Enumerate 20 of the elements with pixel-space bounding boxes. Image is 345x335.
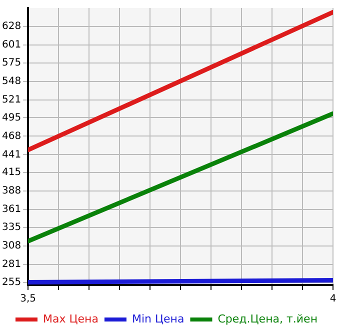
- y-tick-label: 548: [2, 76, 22, 87]
- y-tick-label: 361: [2, 204, 22, 216]
- legend-label: Сред.Цена, т.йен: [218, 312, 318, 326]
- y-tick-label: 575: [2, 57, 22, 68]
- x-tick-label: 3,5: [20, 294, 36, 305]
- x-tick-label: 4: [330, 294, 336, 305]
- y-tick-label: 628: [2, 21, 22, 32]
- y-tick-label: 308: [2, 240, 22, 252]
- y-tick-label: 441: [2, 149, 22, 160]
- y-tick-label: 255: [2, 276, 22, 288]
- y-tick-label: 281: [2, 259, 22, 270]
- y-tick-label: 388: [2, 186, 22, 197]
- y-tick-label: 495: [2, 112, 22, 124]
- y-tick-label: 601: [2, 40, 22, 51]
- y-tick-label: 415: [2, 167, 22, 178]
- y-tick-label: 521: [2, 94, 22, 106]
- y-tick-label: 468: [2, 130, 22, 142]
- legend-label: Min Цена: [132, 312, 184, 326]
- legend-label: Max Цена: [42, 312, 98, 326]
- y-tick-label: 335: [2, 222, 22, 233]
